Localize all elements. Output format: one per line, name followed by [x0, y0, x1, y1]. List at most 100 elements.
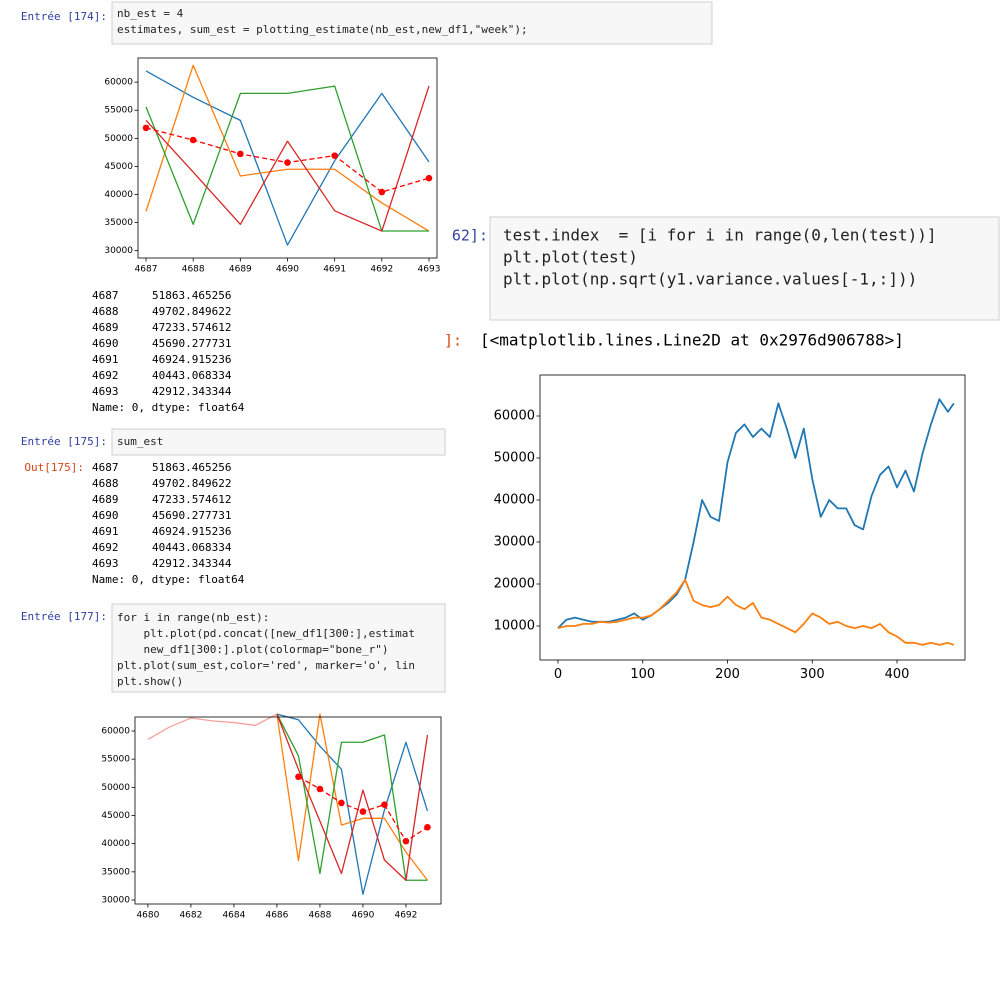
- series-line: [147, 713, 278, 741]
- output-index: 4691: [92, 525, 119, 538]
- output-index: 4693: [92, 385, 119, 398]
- plot-area: [135, 717, 441, 904]
- chart: 4680 4682 4684 4686 4688 4690 4692 30000 35000 40…: [101, 713, 442, 921]
- y-tick-label: 60000: [101, 726, 130, 736]
- output-value: 42912.343344: [152, 557, 232, 570]
- output-index: 4693: [92, 557, 119, 570]
- output-value: 40443.068334: [152, 541, 232, 554]
- y-tick-label: 60000: [104, 78, 133, 88]
- code-cell-box: [111, 428, 446, 456]
- output-value: 47233.574612: [152, 493, 231, 506]
- y-tick-label: 35000: [101, 867, 130, 877]
- output-index: 4688: [92, 477, 119, 490]
- x-tick-label: 4692: [394, 911, 417, 921]
- output-value: 51863.465256: [152, 289, 231, 302]
- output-prompt: Out[175]:: [24, 461, 84, 474]
- series-line: [145, 85, 430, 232]
- output-index: 4692: [92, 541, 119, 554]
- output-value: 49702.849622: [152, 477, 231, 490]
- output-index: 4689: [92, 321, 119, 334]
- code-cell-box: [111, 1, 713, 45]
- y-tick-label: 50000: [101, 783, 130, 793]
- x-tick-label: 4690: [276, 265, 299, 275]
- output-value: 40443.068334: [152, 369, 232, 382]
- series-line: [145, 64, 430, 232]
- marker: [189, 136, 197, 144]
- input-prompt: Entrée [174]:: [21, 10, 107, 23]
- y-tick-label: 40000: [101, 839, 130, 849]
- y-tick-label: 45000: [101, 811, 130, 821]
- code-line: plt.plot(sum_est,color='red', marker='o'…: [117, 659, 415, 672]
- x-tick-label: 4680: [136, 911, 159, 921]
- code-line: estimates, sum_est = plotting_estimate(n…: [117, 23, 528, 36]
- marker: [316, 785, 324, 793]
- x-tick-label: 400: [885, 667, 910, 682]
- y-tick-label: 30000: [494, 535, 535, 550]
- marker: [424, 823, 431, 831]
- y-tick-label: 55000: [101, 755, 130, 765]
- chart: 4687 4688 4689 4690 4691 4692 4693 30000 35000 40…: [104, 57, 441, 275]
- marker: [284, 159, 291, 166]
- series-line: [276, 713, 428, 881]
- output-index: 4692: [92, 369, 119, 382]
- marker: [331, 152, 338, 159]
- output-index: 4691: [92, 353, 119, 366]
- x-tick-label: 4686: [265, 911, 288, 921]
- output-value: 49702.849622: [152, 305, 231, 318]
- x-tick-label: 4691: [323, 265, 346, 275]
- x-tick-label: 4687: [135, 265, 158, 275]
- x-tick-label: 4682: [179, 911, 202, 921]
- output-value: 47233.574612: [152, 321, 231, 334]
- x-tick-label: 0: [554, 667, 562, 682]
- output-index: 4689: [92, 493, 119, 506]
- input-prompt: Entrée [177]:: [21, 610, 107, 623]
- plot-frame: [539, 374, 966, 661]
- y-tick-label: 40000: [104, 190, 133, 200]
- code-line: new_df1[300:].plot(colormap="bone_r"): [117, 643, 389, 656]
- plot-area: [540, 375, 965, 660]
- output-index: 4688: [92, 305, 119, 318]
- code-line: sum_est: [117, 435, 163, 448]
- x-tick-label: 4690: [351, 911, 374, 921]
- x-tick-label: 4693: [418, 265, 441, 275]
- code-line: nb_est = 4: [117, 7, 184, 20]
- output-value: 45690.277731: [152, 509, 231, 522]
- input-prompt: 62]:: [452, 227, 488, 245]
- output-value: 51863.465256: [152, 461, 231, 474]
- chart: 0 100 200 300 400 10000 20000 30000 40000 50000 60…: [494, 374, 966, 682]
- x-tick-label: 300: [800, 667, 825, 682]
- code-cell-box: [111, 603, 446, 693]
- x-tick-label: 200: [715, 667, 740, 682]
- x-tick-label: 4688: [182, 265, 205, 275]
- marker: [338, 799, 345, 807]
- code-line: test.index = [i for i in range(0,len(tes…: [503, 226, 936, 245]
- output-footer: Name: 0, dtype: float64: [92, 401, 245, 414]
- output-value: 46924.915236: [152, 353, 231, 366]
- y-tick-label: 40000: [494, 493, 535, 508]
- output-value: 46924.915236: [152, 525, 231, 538]
- marker: [402, 837, 410, 845]
- code-line: plt.plot(pd.concat([new_df1[300:],estima…: [117, 627, 415, 640]
- marker: [381, 801, 388, 808]
- plot-frame: [134, 716, 442, 905]
- output-index: 4687: [92, 461, 119, 474]
- y-tick-label: 35000: [104, 218, 133, 228]
- x-tick-label: 4688: [308, 911, 331, 921]
- marker: [425, 174, 433, 182]
- output-index: 4690: [92, 337, 119, 350]
- output-value: 45690.277731: [152, 337, 231, 350]
- input-prompt: Entrée [175]:: [21, 435, 107, 448]
- marker: [359, 808, 367, 815]
- output-footer: Name: 0, dtype: float64: [92, 573, 245, 586]
- y-tick-label: 20000: [494, 577, 535, 592]
- output-value: 42912.343344: [152, 385, 232, 398]
- y-tick-label: 60000: [494, 409, 535, 424]
- series-line: [276, 713, 429, 881]
- x-tick-label: 4692: [370, 265, 393, 275]
- x-tick-label: 4689: [229, 265, 252, 275]
- marker: [295, 773, 302, 781]
- series-line: [557, 398, 955, 629]
- code-cell-box: [489, 216, 1000, 321]
- code-line: plt.show(): [117, 675, 183, 688]
